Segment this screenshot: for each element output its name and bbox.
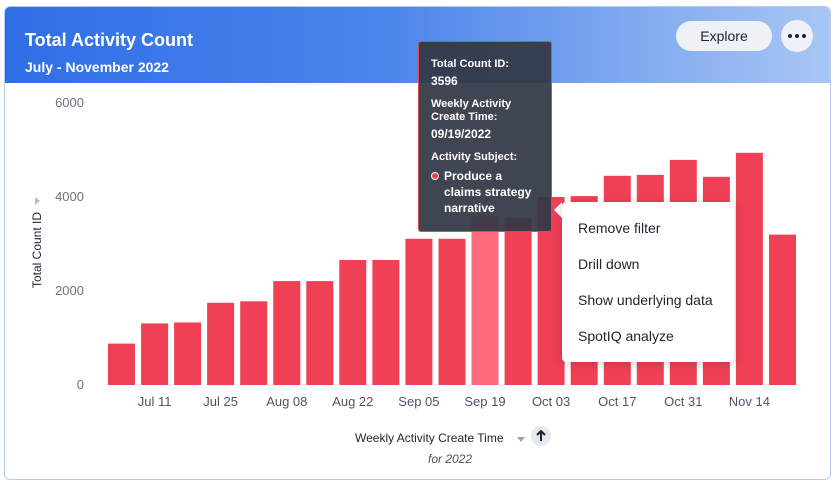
x-tick-label: Sep 19 (464, 394, 505, 409)
bar[interactable] (504, 217, 532, 385)
x-tick-label: Oct 03 (532, 394, 570, 409)
more-dot (795, 34, 799, 38)
bar[interactable] (240, 301, 268, 385)
more-dot (802, 34, 806, 38)
tooltip-time-label: Weekly Activity Create Time: (431, 98, 512, 123)
bar[interactable] (405, 238, 433, 385)
x-tick-label: Oct 17 (598, 394, 636, 409)
x-axis-caption: for 2022 (428, 452, 473, 466)
bar[interactable] (769, 234, 796, 385)
tooltip-count-value: 3596 (431, 74, 458, 88)
y-axis: 0 2000 4000 6000 (55, 95, 84, 392)
x-tick-label: Aug 22 (332, 394, 373, 409)
bar[interactable] (438, 238, 466, 385)
y-tick-label: 4000 (55, 189, 84, 204)
bar[interactable] (306, 281, 334, 385)
explore-button[interactable]: Explore (676, 21, 772, 51)
bar[interactable] (174, 322, 202, 386)
more-dots-icon (788, 34, 792, 38)
menu-item-spotiq-analyze[interactable]: SpotIQ analyze (578, 328, 674, 344)
bar[interactable] (372, 260, 400, 385)
bar[interactable] (471, 216, 499, 385)
y-axis-caret-icon[interactable] (35, 197, 40, 205)
chart-title: Total Activity Count (25, 30, 193, 50)
x-axis: Jul 11 Jul 25 Aug 08 Aug 22 Sep 05 Sep 19 Oct … (138, 394, 770, 409)
card-header: Total Activity Count July - November 202… (5, 7, 830, 83)
menu-item-drill-down[interactable]: Drill down (578, 256, 640, 272)
menu-pointer (554, 202, 562, 218)
sort-button[interactable] (531, 426, 551, 446)
y-tick-label: 0 (77, 377, 84, 392)
x-tick-label: Oct 31 (664, 394, 702, 409)
tooltip-subject: Produce a claims strategy narrative (431, 168, 539, 216)
bar[interactable] (141, 323, 169, 385)
x-tick-label: Aug 08 (266, 394, 307, 409)
bar-tooltip: Total Count ID: 3596 Weekly Activity Cre… (418, 41, 552, 232)
bar[interactable] (735, 152, 763, 385)
menu-item-show-underlying-data[interactable]: Show underlying data (578, 292, 713, 308)
bar[interactable] (339, 260, 367, 385)
y-axis-label: Total Count ID (30, 212, 44, 288)
x-tick-label: Nov 14 (729, 394, 770, 409)
bar[interactable] (207, 302, 235, 386)
tooltip-count-label: Total Count ID: (431, 58, 509, 70)
menu-item-remove-filter[interactable]: Remove filter (578, 220, 661, 236)
tooltip-time-value: 09/19/2022 (431, 127, 492, 141)
x-tick-label: Sep 05 (398, 394, 439, 409)
context-menu: Remove filter Drill down Show underlying… (562, 202, 734, 362)
x-axis-title[interactable]: Weekly Activity Create Time (355, 431, 504, 445)
y-tick-label: 6000 (55, 95, 84, 110)
chevron-down-icon[interactable] (517, 437, 525, 442)
bar[interactable] (273, 281, 301, 385)
legend-swatch-icon (431, 172, 439, 180)
chart-subtitle: July - November 2022 (25, 59, 169, 75)
arrow-up-icon (536, 430, 546, 441)
tooltip-subject-label: Activity Subject: (431, 151, 518, 163)
more-options-button[interactable] (781, 20, 813, 52)
x-tick-label: Jul 11 (138, 394, 172, 409)
x-tick-label: Jul 25 (203, 394, 238, 409)
tooltip-subject-value: Produce a claims strategy narrative (444, 169, 532, 215)
bar[interactable] (108, 343, 135, 385)
y-tick-label: 2000 (55, 283, 84, 298)
